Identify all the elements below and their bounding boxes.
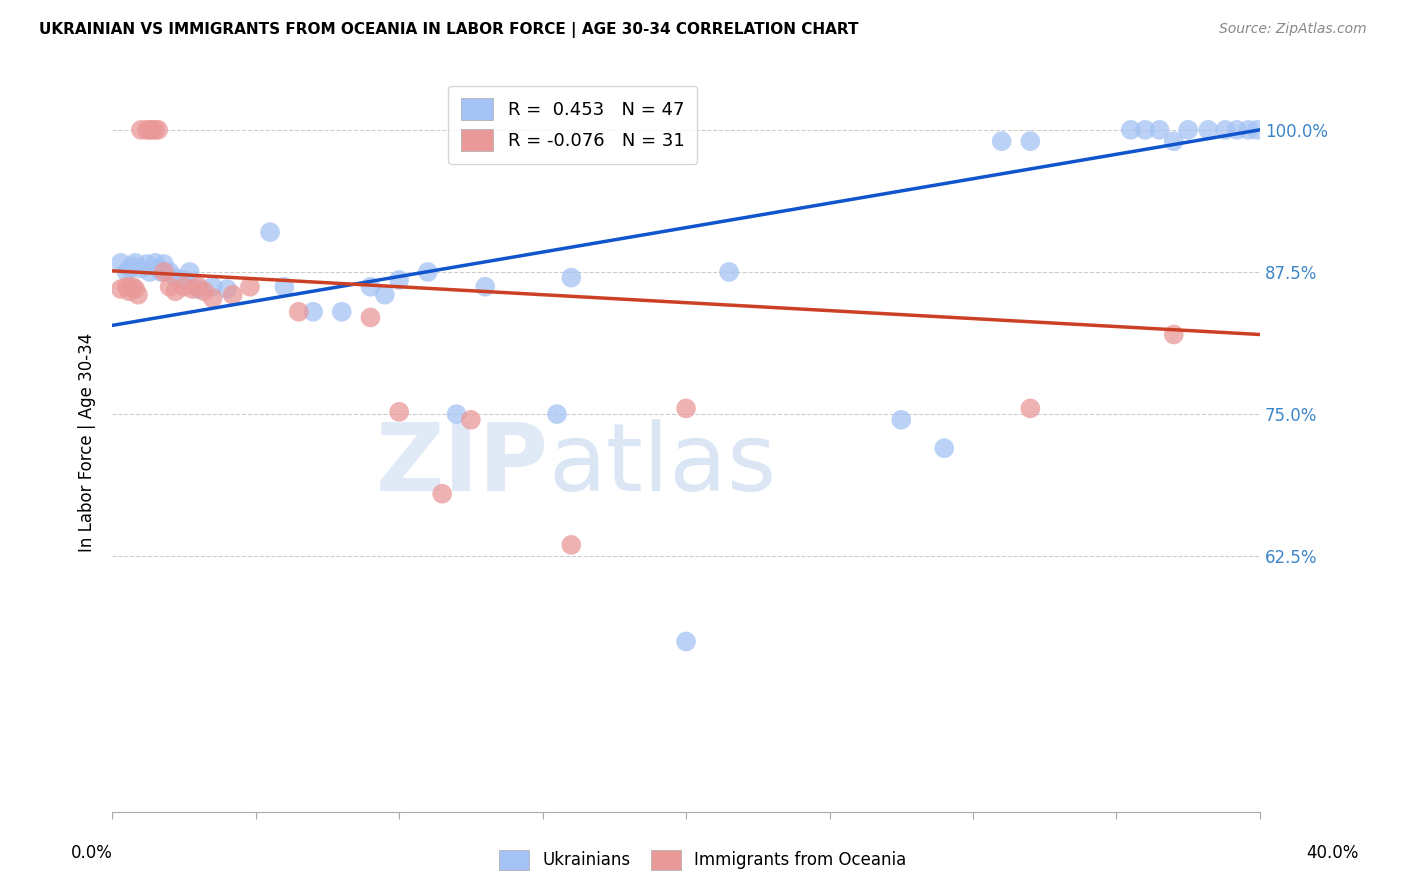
Point [138,265,160,279]
Text: Source: ZipAtlas.com: Source: ZipAtlas.com [1219,22,1367,37]
Point [135,123,157,137]
Point [138,123,160,137]
Point [1149,123,1171,137]
Point [124,282,146,296]
Point [118,285,141,299]
Point [143,256,166,270]
Point [1163,134,1185,148]
Point [121,279,143,293]
Point [1019,401,1042,416]
Point [193,285,215,299]
Point [222,287,245,301]
Point [115,279,138,293]
Point [127,287,149,301]
Point [135,257,157,271]
Point [388,405,411,419]
Point [179,265,201,279]
Point [153,265,176,279]
Point [187,279,209,293]
Point [215,282,238,296]
Point [1237,123,1260,137]
Point [474,279,496,293]
Text: 0.0%: 0.0% [70,844,112,862]
Point [1215,123,1237,137]
Point [388,273,411,287]
Point [546,407,568,421]
Point [181,282,204,296]
Point [201,291,224,305]
Point [446,407,468,421]
Point [1197,123,1219,137]
Point [1133,123,1156,137]
Point [1177,123,1199,137]
Point [201,279,224,293]
Point [173,279,195,293]
Point [374,287,396,301]
Point [359,310,381,325]
Text: ZIP: ZIP [375,418,548,511]
Point [165,285,187,299]
Point [153,257,176,271]
Point [1163,327,1185,342]
Text: 40.0%: 40.0% [1306,844,1360,862]
Point [990,134,1012,148]
Point [146,123,169,137]
Point [159,265,181,279]
Point [1019,134,1042,148]
Point [718,265,741,279]
Point [1246,123,1268,137]
Point [416,265,439,279]
Legend: R =  0.453   N = 47, R = -0.076   N = 31: R = 0.453 N = 47, R = -0.076 N = 31 [449,86,697,164]
Point [150,265,173,279]
Point [1226,123,1249,137]
Y-axis label: In Labor Force | Age 30-34: In Labor Force | Age 30-34 [79,333,96,552]
Point [173,273,195,287]
Point [115,265,138,279]
Point [934,441,956,455]
Point [259,225,281,239]
Point [159,279,181,293]
Point [330,305,353,319]
Point [273,279,295,293]
Point [143,123,166,137]
Point [146,261,169,276]
Point [1119,123,1142,137]
Point [121,260,143,274]
Point [359,279,381,293]
Point [110,256,132,270]
Point [129,123,152,137]
Point [890,413,912,427]
Point [560,270,582,285]
Point [239,279,262,293]
Point [118,261,141,276]
Point [302,305,325,319]
Point [430,486,453,500]
Point [675,401,697,416]
Point [141,123,163,137]
Point [675,634,697,648]
Point [165,270,187,285]
Text: atlas: atlas [548,418,776,511]
Text: UKRAINIAN VS IMMIGRANTS FROM OCEANIA IN LABOR FORCE | AGE 30-34 CORRELATION CHAR: UKRAINIAN VS IMMIGRANTS FROM OCEANIA IN … [39,22,859,38]
Point [110,282,132,296]
Point [287,305,309,319]
Point [187,282,209,296]
Point [460,413,482,427]
Point [129,261,152,276]
Legend: Ukrainians, Immigrants from Oceania: Ukrainians, Immigrants from Oceania [494,843,912,877]
Point [124,256,146,270]
Point [560,538,582,552]
